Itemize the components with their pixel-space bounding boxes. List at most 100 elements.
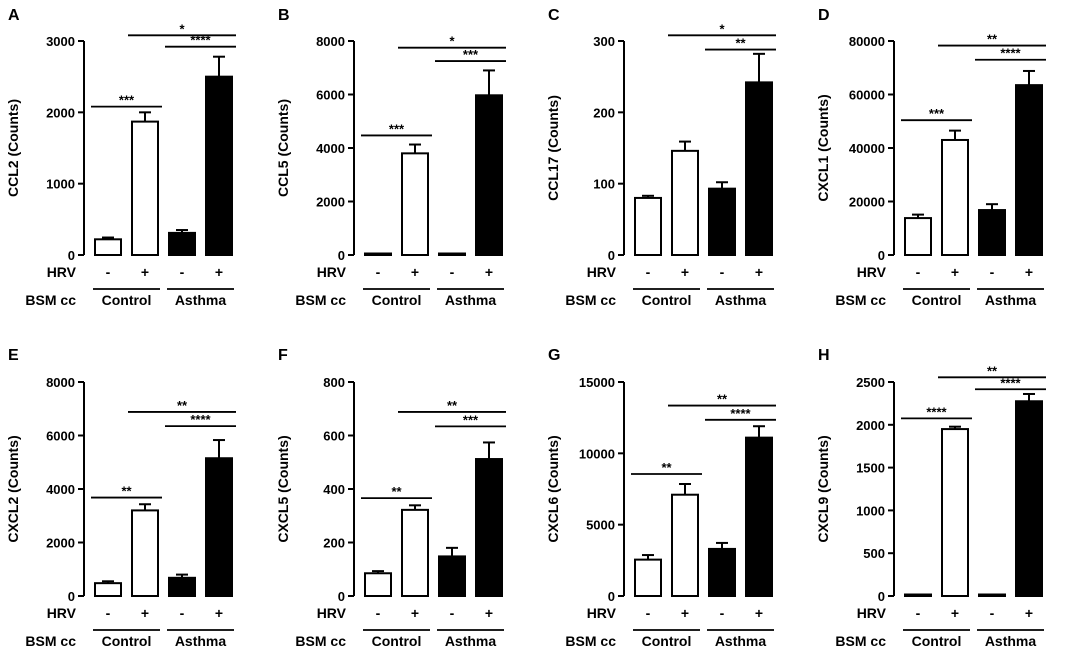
group-label: Asthma (985, 292, 1037, 308)
hrv-category-label: - (450, 605, 455, 621)
group-label: Control (912, 633, 962, 649)
y-axis-label: CXCL1 (Counts) (815, 94, 831, 201)
bar (634, 558, 662, 597)
y-tick-label: 8000 (316, 34, 345, 49)
significance-label: ** (717, 392, 728, 407)
hrv-category-label: + (215, 264, 223, 280)
bar (438, 252, 466, 256)
y-tick-label: 5000 (586, 518, 615, 533)
bar (708, 187, 736, 256)
hrv-category-label: + (681, 264, 689, 280)
hrv-category-label: + (141, 264, 149, 280)
hrv-category-label: - (106, 605, 111, 621)
hrv-category-label: - (376, 264, 381, 280)
y-tick-label: 80000 (849, 34, 885, 49)
y-tick-label: 2000 (856, 418, 885, 433)
bar (94, 582, 122, 597)
panel-letter: E (8, 347, 19, 364)
hrv-category-label: + (681, 605, 689, 621)
y-tick-label: 0 (878, 248, 885, 263)
y-tick-label: 0 (608, 248, 615, 263)
bsm-row-label: BSM cc (565, 292, 616, 308)
significance-label: ** (391, 484, 402, 499)
hrv-category-label: + (1025, 264, 1033, 280)
bar (94, 238, 122, 257)
significance-label: *** (929, 106, 945, 121)
bar (168, 231, 196, 257)
bar (941, 428, 969, 597)
hrv-row-label: HRV (317, 264, 347, 280)
hrv-category-label: - (376, 605, 381, 621)
y-axis-label: CXCL9 (Counts) (815, 435, 831, 542)
bar (745, 81, 773, 256)
bar (205, 75, 233, 256)
panel-letter: B (278, 7, 290, 24)
hrv-category-label: - (180, 264, 185, 280)
hrv-category-label: - (646, 605, 651, 621)
bar (634, 196, 662, 256)
significance-label: ** (735, 36, 746, 51)
y-tick-label: 200 (593, 105, 615, 120)
hrv-category-label: - (180, 605, 185, 621)
bsm-row-label: BSM cc (25, 633, 76, 649)
y-tick-label: 500 (863, 546, 885, 561)
bar (364, 572, 392, 598)
bar (978, 209, 1006, 256)
bar (941, 138, 969, 257)
hrv-category-label: + (755, 264, 763, 280)
y-tick-label: 2500 (856, 375, 885, 390)
significance-label: *** (119, 93, 135, 108)
hrv-category-label: + (141, 605, 149, 621)
panel-letter: D (818, 7, 830, 24)
significance-label: ** (987, 363, 998, 378)
significance-label: ** (447, 398, 458, 413)
group-label: Asthma (715, 292, 767, 308)
y-tick-label: 4000 (316, 141, 345, 156)
bsm-row-label: BSM cc (295, 292, 346, 308)
panel-letter: C (548, 7, 560, 24)
panel-letter: A (8, 7, 20, 24)
bar (131, 120, 159, 256)
group-label: Control (102, 633, 152, 649)
hrv-category-label: + (215, 605, 223, 621)
hrv-category-label: - (720, 264, 725, 280)
group-label: Asthma (175, 633, 227, 649)
hrv-category-label: + (755, 605, 763, 621)
y-tick-label: 600 (323, 429, 345, 444)
hrv-category-label: + (1025, 605, 1033, 621)
y-axis-label: CXCL5 (Counts) (275, 435, 291, 542)
significance-label: *** (463, 412, 479, 427)
y-tick-label: 800 (323, 375, 345, 390)
significance-label: * (719, 21, 725, 36)
significance-label: *** (389, 121, 405, 136)
y-tick-label: 400 (323, 482, 345, 497)
group-label: Control (372, 292, 422, 308)
y-tick-label: 15000 (579, 375, 615, 390)
group-label: Control (912, 292, 962, 308)
significance-label: ** (987, 32, 998, 47)
significance-label: **** (730, 406, 751, 421)
hrv-category-label: + (485, 264, 493, 280)
bsm-row-label: BSM cc (295, 633, 346, 649)
bar (904, 593, 932, 597)
bar (475, 458, 503, 598)
panel-letter: F (278, 347, 288, 364)
bar (131, 509, 159, 597)
y-tick-label: 8000 (46, 375, 75, 390)
bsm-row-label: BSM cc (835, 292, 886, 308)
hrv-category-label: - (990, 264, 995, 280)
hrv-category-label: + (411, 264, 419, 280)
significance-label: * (179, 21, 185, 36)
bar (745, 436, 773, 598)
y-tick-label: 300 (593, 34, 615, 49)
y-tick-label: 0 (338, 248, 345, 263)
bsm-row-label: BSM cc (835, 633, 886, 649)
significance-label: * (449, 34, 455, 49)
y-tick-label: 200 (323, 536, 345, 551)
y-axis-label: CCL2 (Counts) (5, 99, 21, 197)
hrv-category-label: + (951, 264, 959, 280)
hrv-category-label: + (485, 605, 493, 621)
